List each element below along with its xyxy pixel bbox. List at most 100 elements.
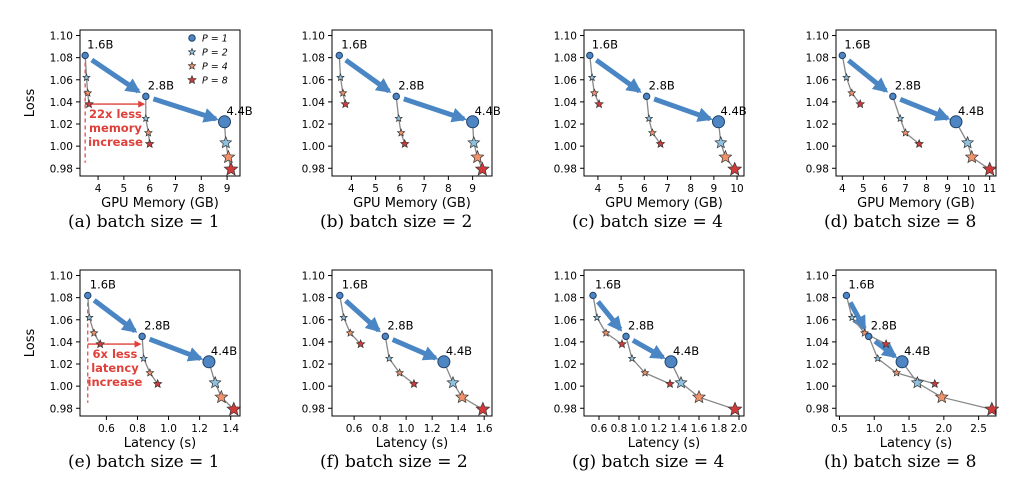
point-4.4B-p8 [223,161,239,176]
series-line-2.8B [892,96,920,145]
x-tick-label: 4 [95,183,102,195]
y-tick-label: 0.98 [806,403,829,415]
annotation-text: increase [88,135,143,149]
y-tick-label: 1.08 [554,293,577,305]
x-tick-label: 10 [962,183,975,195]
point-1.6B-p1 [84,291,92,300]
series-line-2.8B [145,96,151,144]
series-line-4.4B [443,361,484,410]
x-tick-label: 2.5 [970,423,987,435]
point-4.4B-p8 [984,401,1000,416]
series-line-4.4B [955,121,991,170]
panel-caption: (c) batch size = 4 [572,212,723,232]
y-tick-label: 1.10 [554,271,577,283]
x-tick-label: 4 [348,183,355,195]
model-label: 1.6B [592,37,618,51]
legend-label: P = 1 [202,34,228,45]
legend-marker-2 [187,47,197,56]
legend-marker-1 [188,34,196,42]
annotation-text: increase [88,375,143,389]
point-1.6B-p2 [842,73,851,82]
panel-caption: (h) batch size = 8 [824,452,977,472]
plot-frame [331,29,493,177]
point-1.6B-p1 [842,291,851,300]
point-2.8B-p1 [138,332,146,341]
point-4.4B-p4 [964,149,979,164]
series-line-1.6B [339,295,362,345]
y-tick-label: 1.10 [50,31,73,43]
point-4.4B-p8 [727,161,743,176]
point-1.6B-p8 [881,338,891,349]
scaling-arrow [873,339,898,359]
y-tick-label: 1.08 [302,293,325,305]
x-tick-label: 1.2 [191,423,208,435]
point-4.4B-p2 [208,375,222,389]
series-line-4.4B [208,361,235,410]
series-line-2.8B [868,336,935,385]
y-tick-label: 1.00 [302,381,325,393]
point-4.4B-p4 [691,389,707,404]
x-axis-label: GPU Memory (GB) [353,196,471,211]
y-tick-label: 0.98 [806,163,829,175]
legend-label: P = 4 [202,62,228,73]
x-axis-label: Latency (s) [124,436,196,451]
point-1.6B-p4 [89,328,99,337]
y-tick-label: 1.02 [302,359,325,371]
y-tick-label: 1.10 [806,271,829,283]
scaling-arrow [344,298,381,333]
x-tick-label: 7 [664,183,671,195]
point-2.8B-p8 [655,138,666,149]
x-tick-label: 1.8 [711,423,728,435]
series-line-4.4B [471,121,483,170]
x-tick-label: 11 [983,183,996,195]
y-tick-label: 0.98 [554,163,577,175]
scaling-arrow [403,96,467,123]
model-label: 1.6B [341,37,367,51]
point-2.8B-p4 [143,128,153,137]
scaling-arrow [344,58,392,94]
point-2.8B-p8 [409,378,419,389]
scaling-arrow [846,58,889,93]
x-tick-label: 4 [839,183,846,195]
panel-caption: (e) batch size = 1 [68,452,220,472]
point-1.6B-p4 [338,88,348,97]
x-tick-label: 5 [121,183,128,195]
point-4.4B-p2 [446,375,460,389]
panel-caption: (a) batch size = 1 [68,212,220,232]
x-axis-label: GPU Memory (GB) [101,196,219,211]
point-2.8B-p1 [392,92,400,101]
point-1.6B-p4 [345,328,355,337]
scaling-arrow [653,96,713,122]
x-tick-label: 0.8 [611,423,628,435]
point-4.4B-p1 [711,115,725,129]
scaling-arrow [594,58,642,94]
series-line-1.6B [841,55,861,105]
x-tick-label: 10 [730,183,743,195]
y-tick-label: 1.10 [554,31,577,43]
x-axis-label: GPU Memory (GB) [857,196,975,211]
y-tick-label: 1.10 [302,271,325,283]
point-2.8B-p4 [395,368,405,377]
model-label: 2.8B [398,78,424,92]
chart-panel-8: 0.98 1.00 1.02 1.04 1.06 1.08 1.10 0.5 1.0 1.5 2.0… [806,269,1000,451]
point-2.8B-p2 [384,353,394,363]
y-tick-label: 1.06 [50,75,74,87]
chart-panel-7: 0.98 1.00 1.02 1.04 1.06 1.08 1.10 0.6 0.8 1.0 1.2… [554,269,747,451]
point-1.6B-p1 [589,291,597,300]
x-axis-label: Latency (s) [628,436,700,451]
y-tick-label: 1.04 [554,97,578,109]
x-tick-label: 0.6 [346,423,363,435]
point-1.6B-p1 [336,291,344,300]
scaling-arrow [152,96,219,123]
x-tick-label: 1.0 [631,423,648,435]
x-tick-label: 1.0 [160,423,177,435]
point-1.6B-p4 [589,88,599,97]
x-tick-label: 5 [618,183,625,195]
x-tick-label: 2.0 [935,423,952,435]
x-tick-label: 6 [881,183,888,195]
point-1.6B-p2 [336,73,345,82]
x-tick-label: 1.4 [222,423,239,435]
point-1.6B-p8 [617,338,627,349]
point-2.8B-p2 [139,353,148,363]
point-1.6B-p2 [339,313,348,322]
